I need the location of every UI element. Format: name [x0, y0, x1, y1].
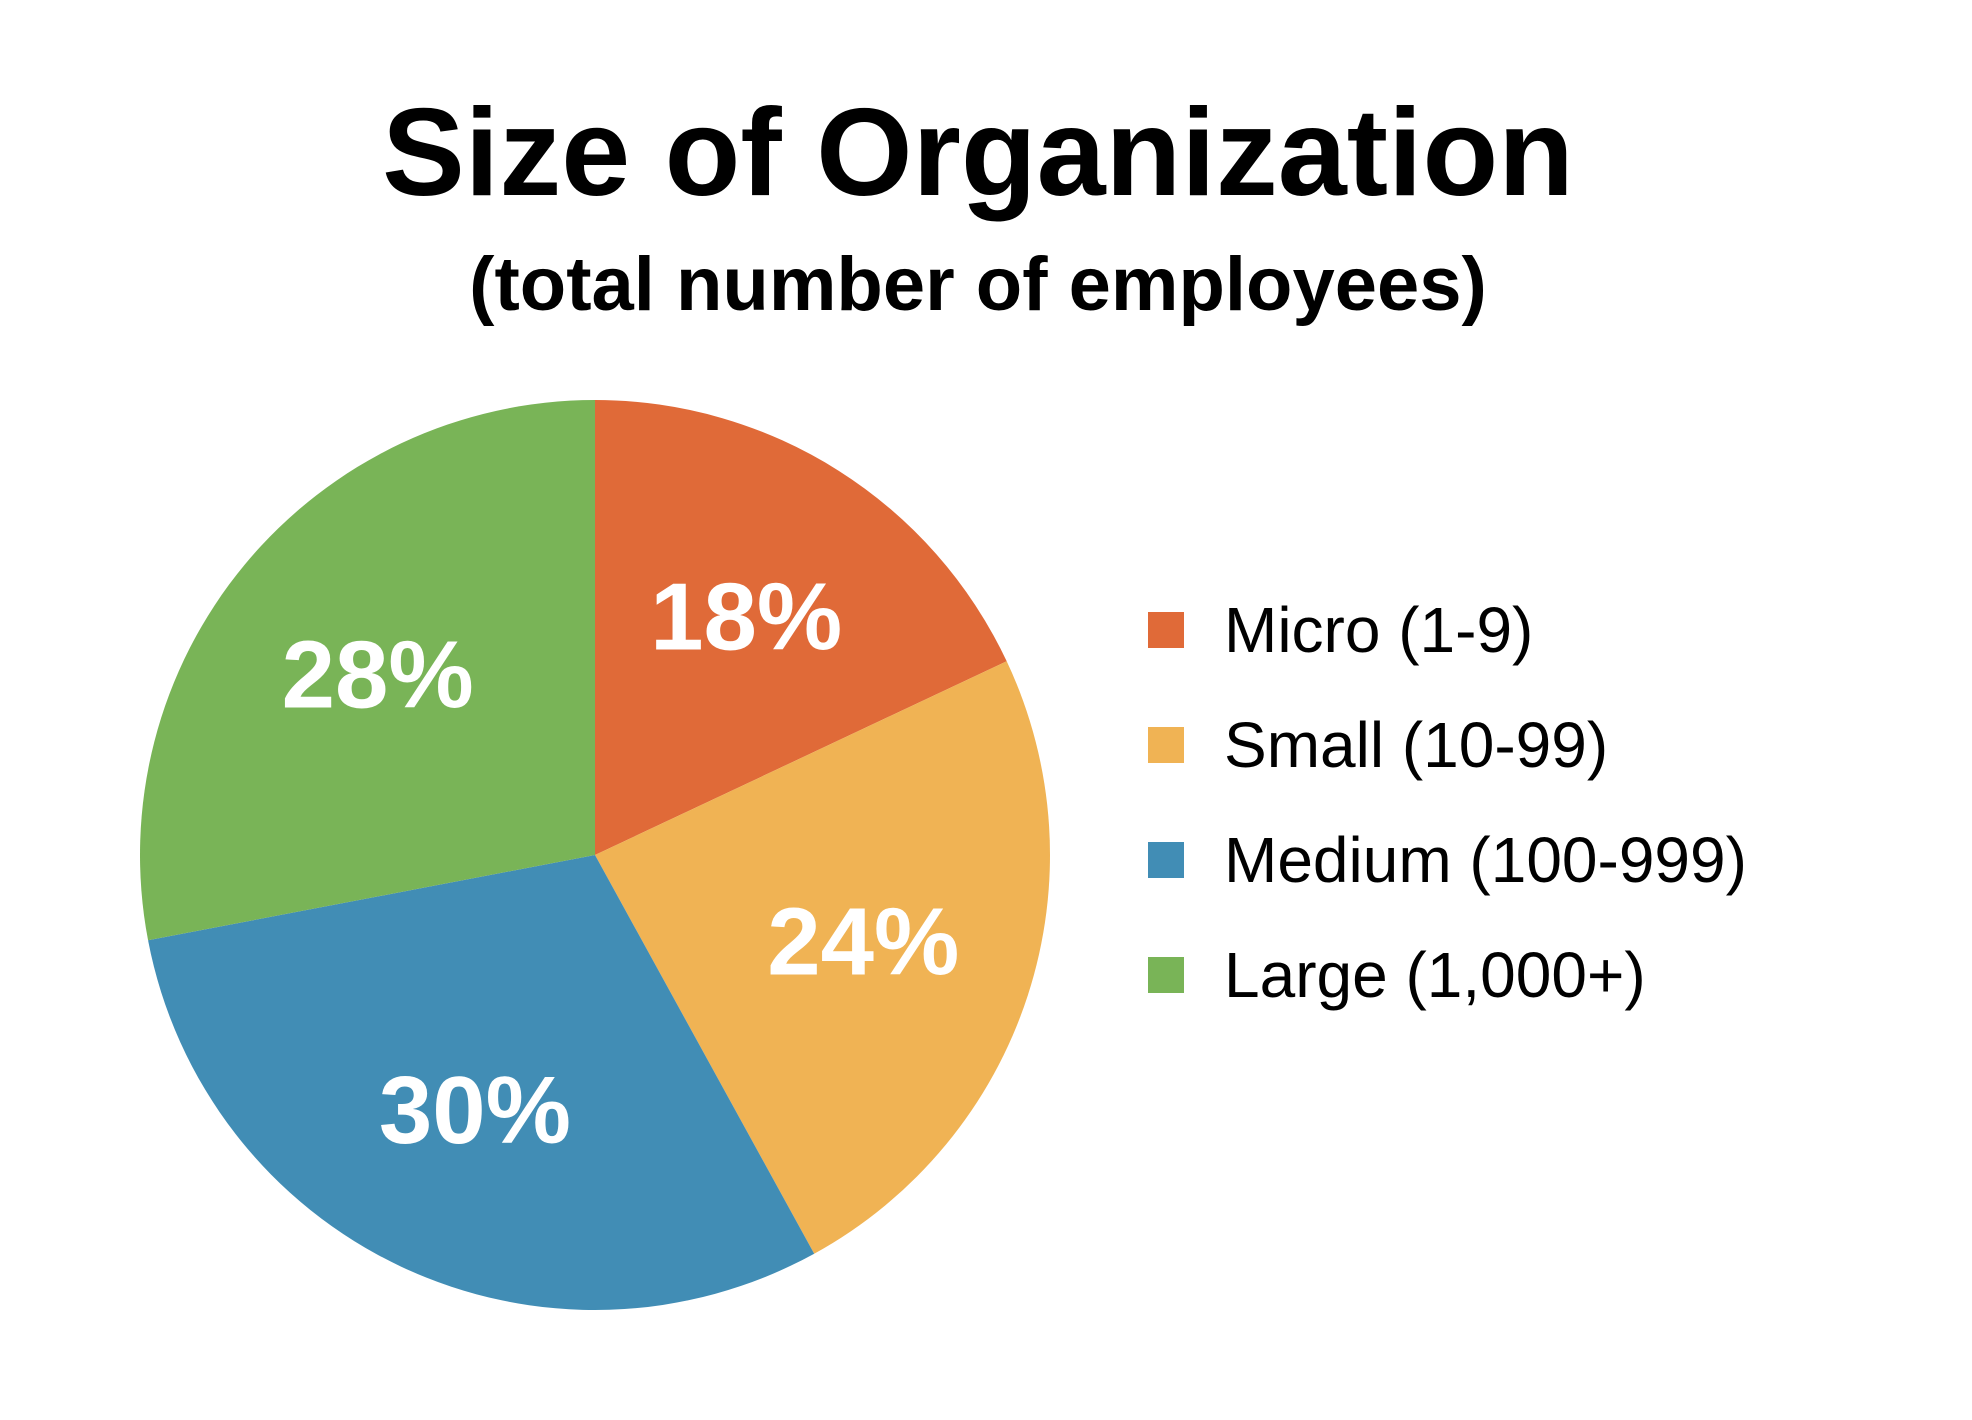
legend-swatch-micro: [1148, 612, 1184, 648]
pie-slice-small: [595, 661, 1050, 1254]
chart-subtitle: (total number of employees): [469, 242, 1487, 327]
slice-label-medium: 30%: [379, 1057, 571, 1164]
pie-slice-micro: [595, 400, 1007, 855]
legend-label-large: Large (1,000+): [1224, 939, 1646, 1011]
legend-label-medium: Medium (100-999): [1224, 824, 1747, 896]
slice-label-micro: 18%: [650, 563, 842, 670]
pie-slices: [139, 400, 1050, 1310]
slice-label-small: 24%: [767, 889, 959, 996]
legend-swatch-small: [1148, 727, 1184, 763]
legend-label-micro: Micro (1-9): [1224, 594, 1533, 666]
chart-title: Size of Organization: [382, 84, 1574, 222]
legend-swatch-large: [1148, 957, 1184, 993]
slice-label-large: 28%: [282, 622, 474, 729]
legend: Micro (1-9) Small (10-99) Medium (100-999)…: [1148, 594, 1747, 1011]
pie-slice-labels: 18% 24% 30% 28%: [282, 563, 960, 1163]
pie-slice-medium: [148, 855, 815, 1310]
legend-label-small: Small (10-99): [1224, 709, 1608, 781]
legend-swatch-medium: [1148, 842, 1184, 878]
pie-slice-large: [139, 400, 595, 941]
